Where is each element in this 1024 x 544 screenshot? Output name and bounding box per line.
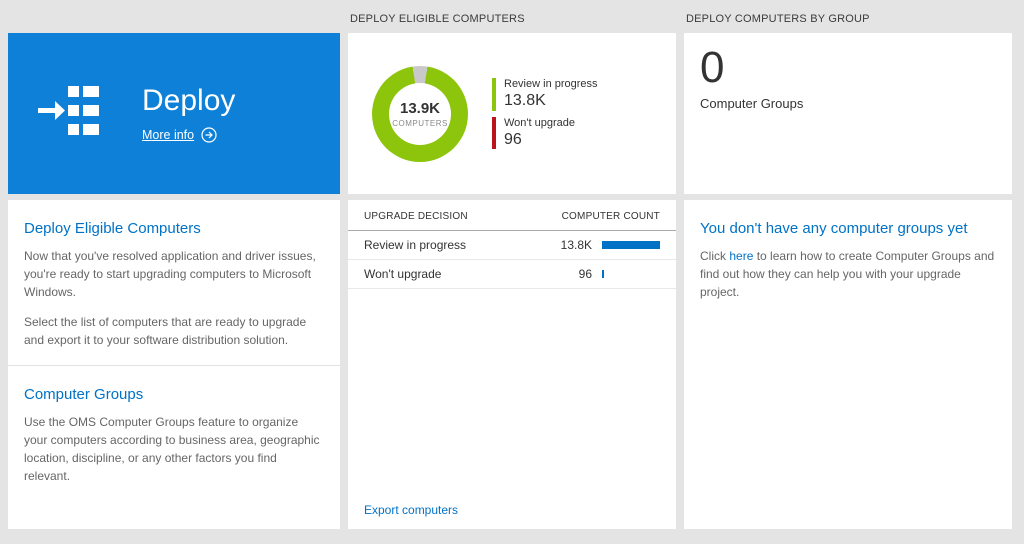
computer-groups-paragraph: Use the OMS Computer Groups feature to o… xyxy=(24,415,320,483)
table-row[interactable]: Won't upgrade 96 xyxy=(348,260,676,289)
row-label: Review in progress xyxy=(364,238,467,252)
deploy-tile-text: Deploy More info xyxy=(142,84,235,143)
computer-groups-count: 0 xyxy=(700,43,725,92)
legend-entry-review: Review in progress 13.8K xyxy=(492,77,598,111)
deploy-eligible-paragraph-1: Now that you've resolved application and… xyxy=(24,249,316,299)
more-info-arrow-icon[interactable] xyxy=(201,127,217,143)
donut-total-value: 13.9K xyxy=(399,99,441,117)
no-groups-paragraph: Click here to learn how to create Comput… xyxy=(700,247,996,301)
legend-swatch xyxy=(492,116,496,150)
row-bar-box xyxy=(602,270,660,278)
row-value: 13.8K xyxy=(560,238,592,252)
deploy-computers-by-group-header: DEPLOY COMPUTERS BY GROUP xyxy=(686,12,870,25)
upgrade-decision-table-card: UPGRADE DECISION COMPUTER COUNT Review i… xyxy=(348,200,676,529)
legend-entry-wont-upgrade: Won't upgrade 96 xyxy=(492,116,598,150)
count-bar xyxy=(602,270,604,278)
deploy-blade-tile[interactable]: Deploy More info xyxy=(8,33,340,194)
table-header-row: UPGRADE DECISION COMPUTER COUNT xyxy=(348,200,676,231)
left-column-header xyxy=(8,0,340,33)
no-groups-text-after: to learn how to create Computer Groups a… xyxy=(700,249,995,299)
legend-label: Won't upgrade xyxy=(504,116,576,129)
left-column: Deploy More info Deploy Eligible Compute… xyxy=(8,0,340,529)
legend-swatch xyxy=(492,77,496,111)
here-link[interactable]: here xyxy=(729,249,754,263)
legend-value: 13.8K xyxy=(504,92,546,110)
deploy-eligible-computers-header: DEPLOY ELIGIBLE COMPUTERS xyxy=(350,12,525,25)
count-bar xyxy=(602,241,660,249)
row-label: Won't upgrade xyxy=(364,267,442,281)
deploy-tile-title: Deploy xyxy=(142,84,236,117)
eligible-computers-chart-tile: 13.9K COMPUTERS Review in progress 13.8K xyxy=(348,33,676,194)
computer-groups-heading: Computer Groups xyxy=(24,386,144,403)
left-info-card: Deploy Eligible Computers Now that you'v… xyxy=(8,200,340,529)
deploy-icon xyxy=(38,84,102,143)
donut-chart[interactable]: 13.9K COMPUTERS xyxy=(372,65,468,162)
legend-label: Review in progress xyxy=(504,77,598,90)
column-header-upgrade-decision: UPGRADE DECISION xyxy=(364,211,468,222)
no-groups-heading: You don't have any computer groups yet xyxy=(700,220,968,237)
computer-groups-section: Computer Groups Use the OMS Computer Gro… xyxy=(8,366,340,501)
deploy-eligible-section: Deploy Eligible Computers Now that you'v… xyxy=(8,200,340,366)
table-row[interactable]: Review in progress 13.8K xyxy=(348,231,676,260)
donut-center: 13.9K COMPUTERS xyxy=(389,82,451,145)
computer-groups-count-label: Computer Groups xyxy=(700,95,804,111)
column-header-computer-count: COMPUTER COUNT xyxy=(561,211,660,222)
legend-value: 96 xyxy=(504,131,522,149)
chart-legend: Review in progress 13.8K Won't upgrade 9… xyxy=(492,72,598,156)
deploy-eligible-heading: Deploy Eligible Computers xyxy=(24,220,201,237)
more-info-link[interactable]: More info xyxy=(142,128,195,142)
computer-groups-count-tile: 0 Computer Groups xyxy=(684,33,1012,194)
donut-total-label: COMPUTERS xyxy=(392,118,448,128)
right-column: DEPLOY COMPUTERS BY GROUP 0 Computer Gro… xyxy=(684,0,1012,529)
export-computers-link[interactable]: Export computers xyxy=(364,503,459,517)
deploy-dashboard: Deploy More info Deploy Eligible Compute… xyxy=(8,0,1012,529)
row-bar-box xyxy=(602,241,660,249)
no-groups-text-before: Click xyxy=(700,249,730,263)
no-groups-card: You don't have any computer groups yet C… xyxy=(684,200,1012,529)
row-value: 96 xyxy=(578,267,592,281)
deploy-eligible-paragraph-2: Select the list of computers that are re… xyxy=(24,315,307,347)
middle-column: DEPLOY ELIGIBLE COMPUTERS 13.9K COMPUTER… xyxy=(348,0,676,529)
